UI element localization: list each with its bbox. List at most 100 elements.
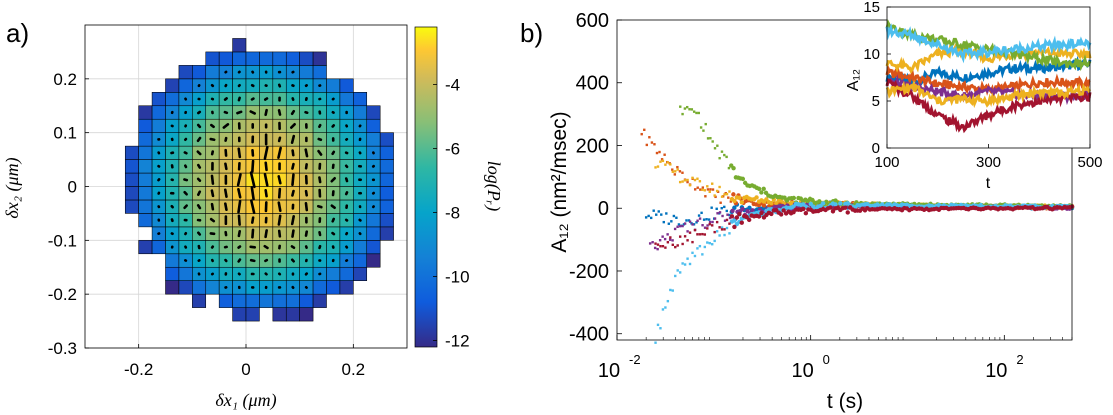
drift-arrow [210, 150, 215, 156]
scatter-point [696, 219, 699, 222]
heatmap-x-tick-label: -0.2 [124, 360, 153, 379]
scatter-point [669, 288, 672, 292]
scatter-point [686, 178, 689, 182]
scatter-point [656, 323, 660, 327]
scatter-point [739, 200, 744, 205]
scatter-point [668, 238, 672, 241]
heatmap-cell [312, 293, 327, 308]
heatmap-cell [218, 293, 233, 308]
scatter-point [700, 211, 703, 215]
drift-arrow [331, 150, 336, 156]
drift-arrow [344, 164, 349, 169]
heatmap-cell [151, 240, 166, 255]
heatmap-cell [339, 92, 354, 107]
heatmap-cell [151, 118, 166, 133]
heatmap-cell [339, 266, 354, 281]
scatter-point [681, 171, 684, 174]
drift-arrow [277, 187, 282, 199]
drift-arrow [210, 202, 215, 211]
heatmap-cell [299, 65, 314, 80]
heatmap-cell [124, 186, 139, 201]
drift-arrow [291, 162, 295, 170]
scatter-point [640, 132, 643, 136]
drift-arrow [224, 202, 228, 212]
inset-y-tick-label: 5 [872, 93, 880, 110]
drift-arrow [251, 216, 255, 224]
heatmap-cell [299, 293, 314, 308]
scatter-point [659, 245, 662, 248]
colorbar-tick-label: -6 [445, 140, 460, 159]
scatter-point [713, 147, 717, 150]
heatmap-cell [259, 51, 274, 66]
heatmap-cell [232, 51, 247, 66]
drift-arrow [318, 123, 322, 129]
heatmap-cell [138, 172, 153, 187]
scatter-point [679, 105, 682, 108]
drift-arrow [291, 189, 295, 197]
scatter-point [670, 220, 673, 223]
drift-arrow [183, 190, 188, 196]
heatmap-cell [366, 105, 381, 120]
heatmap-cell [205, 51, 220, 66]
heatmap-cell [205, 65, 220, 80]
drift-arrow [331, 217, 335, 223]
heatmap-cell [205, 280, 220, 295]
scatter-point [688, 262, 692, 266]
scatter-point [739, 220, 744, 225]
heatmap-cell [124, 172, 139, 187]
drift-arrow [290, 122, 296, 129]
heatmap-cell [379, 213, 394, 228]
scatter-point [833, 202, 838, 207]
scatter-point [810, 197, 815, 203]
drift-arrow [237, 83, 241, 88]
drift-arrow [277, 175, 282, 185]
main-x-tick-exponent: -2 [629, 352, 641, 367]
scatter-point [803, 211, 809, 216]
drift-arrow [197, 190, 202, 197]
drift-arrow [209, 137, 216, 142]
scatter-point [801, 206, 806, 212]
drift-arrow [222, 123, 230, 129]
drift-arrow [210, 83, 215, 88]
scatter-point [728, 216, 732, 220]
scatter-point [681, 262, 684, 265]
drift-arrow [249, 258, 256, 263]
drift-arrow [210, 189, 215, 198]
scatter-point [658, 239, 662, 242]
drift-arrow [249, 245, 257, 249]
scatter-point [731, 165, 736, 171]
scatter-point [732, 198, 737, 204]
scatter-point [674, 245, 677, 249]
colorbar-tick-label: -4 [445, 76, 460, 95]
main-y-tick-label: 200 [576, 135, 609, 157]
drift-arrow [236, 173, 242, 187]
scatter-point [761, 203, 767, 208]
heatmap-cell [178, 78, 193, 93]
drift-arrow [304, 202, 309, 212]
heatmap-x-tick-label: 0 [241, 360, 250, 379]
scatter-point [669, 163, 672, 166]
scatter-point [732, 224, 737, 230]
drift-arrows [157, 70, 376, 290]
scatter-point [672, 214, 676, 218]
scatter-point [656, 243, 660, 246]
scatter-point [820, 201, 826, 206]
main-y-ticks: -400 -200 0 200 400 600 [569, 10, 622, 346]
drift-arrow [170, 204, 174, 209]
scatter-point [703, 233, 707, 236]
scatter-point [756, 214, 762, 219]
scatter-point [724, 191, 727, 195]
scatter-point [683, 235, 687, 238]
scatter-point [666, 161, 670, 164]
scatter-point [643, 128, 646, 132]
scatter-point [683, 107, 687, 110]
scatter-point [728, 213, 731, 217]
scatter-point [701, 186, 705, 189]
scatter-point [769, 200, 774, 206]
inset-y-tick-label: 15 [863, 0, 880, 16]
scatter-point [686, 257, 689, 260]
scatter-point [644, 216, 648, 219]
scatter-point [715, 189, 719, 193]
scatter-point [699, 188, 702, 191]
scatter-point [728, 232, 731, 235]
